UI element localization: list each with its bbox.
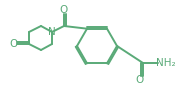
Text: O: O <box>60 5 68 15</box>
Text: O: O <box>135 75 143 85</box>
Text: NH₂: NH₂ <box>156 58 176 68</box>
Text: O: O <box>9 39 17 49</box>
Text: N: N <box>48 27 56 37</box>
